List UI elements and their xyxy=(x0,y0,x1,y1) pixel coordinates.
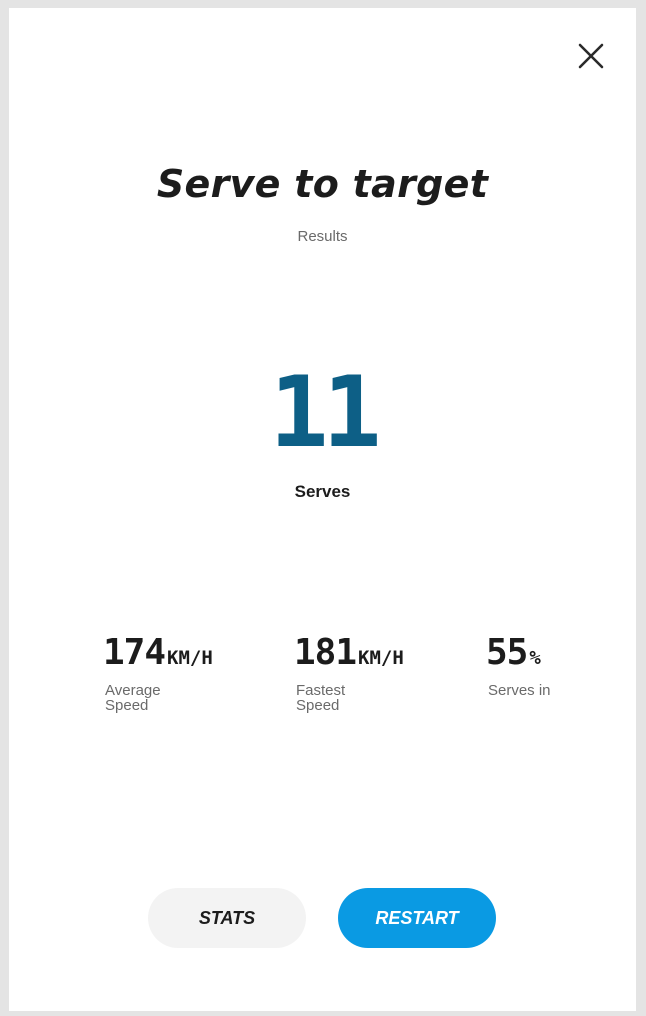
stat-unit: KM/H xyxy=(167,647,213,669)
stat-value: 55% xyxy=(486,632,568,673)
stat-label: Serves in xyxy=(488,682,551,699)
page-title: Serve to target xyxy=(156,162,489,206)
stat-label: Average Speed xyxy=(105,682,161,714)
stats-button[interactable]: STATS xyxy=(148,888,306,948)
results-dialog: Serve to target Results 11 Serves 174 KM/… xyxy=(9,8,636,1011)
close-button[interactable] xyxy=(575,40,607,72)
restart-button[interactable]: RESTART xyxy=(338,888,496,948)
stat-value: 174 KM/H xyxy=(103,632,213,673)
page-subtitle: Results xyxy=(297,228,348,245)
close-icon xyxy=(578,43,604,69)
serve-count-label: Serves xyxy=(294,482,351,501)
stat-label: Fastest Speed xyxy=(296,682,346,714)
stat-number: 174 xyxy=(103,632,166,673)
stat-serves-in: 55% Serves in xyxy=(486,632,568,698)
stat-average-speed: 174 KM/H Average Speed xyxy=(103,632,213,713)
stat-fastest-speed: 181 KM/H Fastest Speed xyxy=(294,632,404,713)
stat-number: 181 xyxy=(294,632,357,673)
stat-number: 55 xyxy=(486,632,528,673)
stat-unit: % xyxy=(529,647,541,669)
serve-count: 11 xyxy=(269,356,381,470)
stat-value: 181 KM/H xyxy=(294,632,404,673)
stat-unit: KM/H xyxy=(358,647,404,669)
